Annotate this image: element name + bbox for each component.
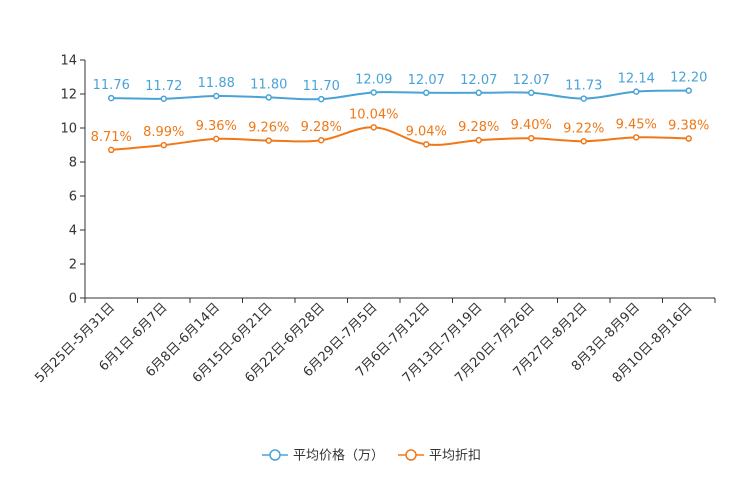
y-tick-label: 14 [60,54,77,69]
data-point[interactable] [370,124,377,131]
data-label: 11.72 [145,79,182,94]
data-point[interactable] [423,141,430,148]
data-label: 9.36% [196,119,237,134]
data-label: 9.45% [616,117,657,132]
data-label: 8.99% [143,125,184,140]
data-point[interactable] [318,136,325,144]
data-label: 9.22% [563,121,604,136]
data-point[interactable] [633,134,640,141]
data-point[interactable] [265,94,272,101]
data-label: 9.40% [511,118,552,133]
data-label: 9.04% [406,124,447,139]
y-tick-label: 12 [60,88,77,103]
legend[interactable]: 平均价格（万） 平均折扣 [262,448,481,464]
series-0: 11.76 11.72 11.88 11.80 11.70 12.09 12.07 12.07… [93,71,707,103]
data-label: 9.38% [668,119,709,134]
legend-item-0[interactable]: 平均价格（万） [262,448,384,464]
data-label: 12.07 [513,73,550,88]
data-label: 10.04% [349,107,399,122]
data-point[interactable] [160,95,167,103]
data-label: 11.73 [565,79,602,94]
y-axis: 0 2 4 6 8 10 12 14 [60,54,86,307]
data-label: 11.88 [198,76,235,91]
data-point[interactable] [108,146,115,154]
data-label: 9.26% [248,121,289,136]
data-point[interactable] [475,136,482,144]
data-label: 9.28% [458,120,499,135]
legend-label: 平均价格（万） [293,448,384,464]
data-label: 8.71% [91,130,132,145]
data-label: 12.20 [670,71,707,86]
data-label: 11.70 [303,79,340,94]
data-label: 12.07 [408,73,445,88]
data-point[interactable] [580,95,587,102]
data-point[interactable] [685,87,692,94]
data-point[interactable] [528,89,535,97]
data-point[interactable] [528,134,535,142]
data-point[interactable] [160,141,167,149]
data-point[interactable] [108,94,115,102]
data-point[interactable] [685,135,692,142]
data-point[interactable] [633,88,640,95]
data-label: 12.07 [460,73,497,88]
x-axis: 5月25日-5月31日6月1日-6月7日6月8日-6月14日6月15日-6月21… [32,297,716,386]
data-point[interactable] [475,89,482,97]
data-point[interactable] [265,137,272,144]
data-point[interactable] [213,92,220,100]
legend-item-1[interactable]: 平均折扣 [398,449,481,464]
data-point[interactable] [423,89,430,97]
legend-marker-icon [269,449,281,461]
series-line [111,89,689,101]
y-tick-label: 2 [69,258,77,273]
data-point[interactable] [370,89,377,96]
series-1: 8.71% 8.99% 9.36% 9.26% 9.28% 10.04% 9.04% 9.28… [91,107,709,154]
legend-label: 平均折扣 [429,449,481,464]
data-label: 11.76 [93,78,130,93]
series-layer: 11.76 11.72 11.88 11.80 11.70 12.09 12.07 12.07… [91,71,709,154]
data-label: 11.80 [250,77,287,92]
y-tick-label: 6 [69,190,77,205]
y-tick-label: 8 [69,156,77,171]
y-tick-label: 0 [69,292,77,307]
data-point[interactable] [318,95,325,103]
series-line [111,126,689,151]
y-tick-label: 10 [60,122,77,137]
data-label: 12.14 [618,72,655,87]
data-label: 12.09 [355,72,392,87]
data-point[interactable] [580,138,587,145]
data-point[interactable] [213,135,220,143]
legend-marker-icon [405,449,417,461]
data-label: 9.28% [301,120,342,135]
y-tick-label: 4 [69,224,77,239]
